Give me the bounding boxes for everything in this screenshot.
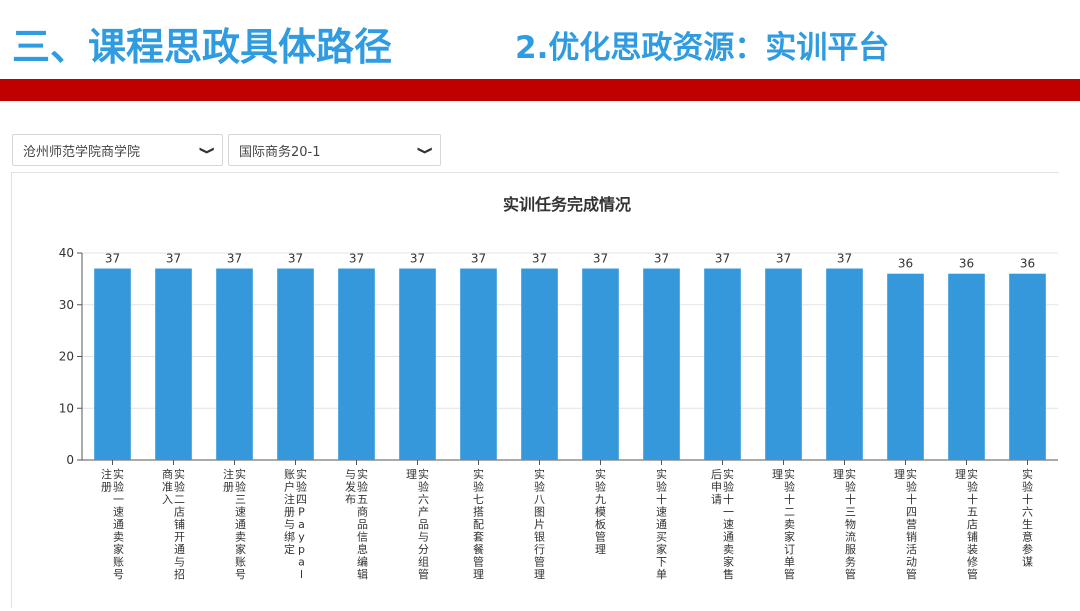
x-tick-label: 实验十四营销活动管理 (894, 467, 917, 581)
x-tick-label: 实验十速通买家下单 (656, 467, 667, 581)
x-tick-label: 实验六产品与分组管理 (406, 467, 429, 581)
bar[interactable] (277, 268, 314, 460)
slide-subtitle: 2.优化思政资源：实训平台 (515, 30, 890, 66)
header-banner (0, 79, 1080, 101)
chart-title: 实训任务完成情况 (503, 195, 631, 214)
slide-title: 三、课程思政具体路径 (12, 25, 393, 69)
bar[interactable] (948, 273, 985, 460)
x-tick-label: 实验九模板管理 (595, 467, 606, 556)
bar[interactable] (1009, 273, 1046, 460)
x-tick-label: 实验十五店铺装修管理 (955, 467, 978, 581)
y-tick-label: 0 (66, 453, 74, 467)
data-label: 37 (166, 252, 181, 266)
data-label: 36 (959, 257, 974, 271)
y-tick-label: 30 (59, 298, 74, 312)
bar[interactable] (338, 268, 375, 460)
chevron-down-icon: ❯ (198, 145, 216, 155)
x-tick-label: 实验八图片银行管理 (534, 467, 545, 581)
bar[interactable] (826, 268, 863, 460)
bar[interactable] (94, 268, 131, 460)
bar[interactable] (216, 268, 253, 460)
data-label: 36 (898, 257, 913, 271)
bar[interactable] (765, 268, 802, 460)
bar[interactable] (155, 268, 192, 460)
x-tick-label: 实验三速通卖家账号注册 (223, 467, 246, 581)
class-select-value: 国际商务20-1 (239, 144, 321, 160)
data-label: 37 (715, 252, 730, 266)
school-select-value: 沧州师范学院商学院 (23, 144, 141, 160)
bar[interactable] (704, 268, 741, 460)
data-label: 37 (654, 252, 669, 266)
data-label: 37 (349, 252, 364, 266)
data-label: 37 (288, 252, 303, 266)
bar-chart: 实训任务完成情况 0 10 20 30 40 37 实验一速通卖家账号注册 37 实验二店铺开通… (59, 195, 1058, 581)
x-tick-label: 实验十二卖家订单管理 (772, 467, 795, 581)
x-tick-label: 实验十三物流服务管理 (833, 467, 856, 581)
bar[interactable] (887, 273, 924, 460)
data-label: 37 (837, 252, 852, 266)
bar[interactable] (582, 268, 619, 460)
data-label: 37 (105, 252, 120, 266)
bar[interactable] (643, 268, 680, 460)
school-select[interactable]: 沧州师范学院商学院 ❯ (12, 134, 223, 166)
data-label: 36 (1020, 257, 1035, 271)
data-label: 37 (532, 252, 547, 266)
x-tick-label: 实验五商品信息编辑与发布 (345, 467, 368, 581)
y-tick-label: 40 (59, 246, 74, 260)
data-label: 37 (227, 252, 242, 266)
data-label: 37 (410, 252, 425, 266)
x-tick-label: 实验二店铺开通与招商准入 (162, 467, 185, 581)
bar[interactable] (460, 268, 497, 460)
data-label: 37 (776, 252, 791, 266)
y-tick-label: 20 (59, 350, 74, 364)
x-tick-label: 实验十一速通卖家售后申请 (711, 467, 734, 581)
bar[interactable] (399, 268, 436, 460)
data-label: 37 (471, 252, 486, 266)
y-tick-label: 10 (59, 401, 74, 415)
x-tick-label: 实验一速通卖家账号注册 (101, 467, 124, 581)
chevron-down-icon: ❯ (416, 145, 434, 155)
bar[interactable] (521, 268, 558, 460)
chart-panel: 实训任务完成情况 0 10 20 30 40 37 实验一速通卖家账号注册 37 实验二店铺开通… (11, 172, 1059, 608)
data-label: 37 (593, 252, 608, 266)
class-select[interactable]: 国际商务20-1 ❯ (228, 134, 441, 166)
x-tick-label: 实验十六生意参谋 (1022, 467, 1033, 569)
x-tick-label: 实验七搭配套餐管理 (473, 467, 484, 581)
